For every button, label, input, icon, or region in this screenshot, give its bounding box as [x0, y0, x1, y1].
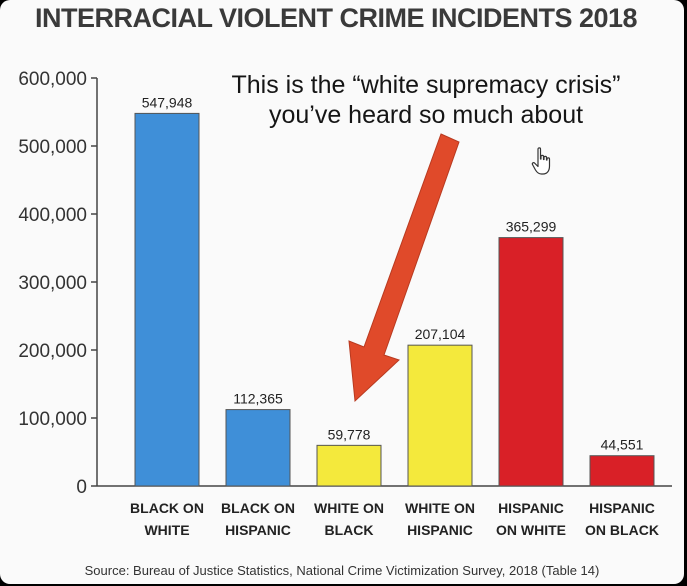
annotation-text: This is the “white supremacy crisis” you… [196, 70, 656, 130]
bar-value-label: 547,948 [142, 94, 193, 110]
y-tick-label: 0 [76, 477, 87, 498]
category-label: ON BLACK [585, 522, 659, 538]
category-label: HISPANIC [407, 522, 473, 538]
y-tick-label: 300,000 [18, 273, 87, 294]
chart-title: INTERRACIAL VIOLENT CRIME INCIDENTS 2018 [34, 3, 638, 33]
bar [134, 112, 200, 487]
bar-value-label: 44,551 [601, 437, 644, 453]
category-label: ON WHITE [496, 522, 566, 538]
annotation-line-1: This is the “white supremacy crisis” [231, 71, 621, 99]
category-label: BLACK ON [221, 500, 295, 516]
bar [589, 455, 655, 487]
bar [407, 344, 473, 487]
category-label: WHITE [144, 522, 189, 538]
category-label: HISPANIC [589, 500, 655, 516]
y-tick-label: 400,000 [18, 205, 87, 226]
bar [225, 409, 291, 487]
axis-layer: 0 100,000 200,000 300,000 400,000 500,000 600,… [18, 69, 672, 498]
bar-layer: 547,948 BLACK ON WHITE 112,365 BLACK ON HISPA… [130, 94, 659, 538]
bar [498, 237, 564, 487]
bar-value-label: 207,104 [415, 326, 466, 342]
y-tick-label: 200,000 [18, 341, 87, 362]
annotation-line-2: you’ve heard so much about [268, 101, 584, 129]
category-label: WHITE ON [314, 500, 384, 516]
category-label: BLACK [325, 522, 374, 538]
y-tick-label: 100,000 [18, 409, 87, 430]
bar [316, 444, 382, 487]
category-label: HISPANIC [225, 522, 291, 538]
category-label: WHITE ON [405, 500, 475, 516]
category-label: HISPANIC [498, 500, 564, 516]
y-tick-label: 500,000 [18, 137, 87, 158]
arrow-layer [348, 133, 460, 403]
bar-value-label: 59,778 [328, 426, 371, 442]
hand-cursor-icon [531, 147, 551, 175]
bar-value-label: 365,299 [506, 219, 557, 235]
bar-value-label: 112,365 [233, 391, 283, 407]
y-tick-label: 600,000 [18, 69, 87, 90]
category-label: BLACK ON [130, 500, 204, 516]
annotation-arrow [348, 133, 460, 403]
source-note: Source: Bureau of Justice Statistics, Na… [84, 563, 600, 578]
